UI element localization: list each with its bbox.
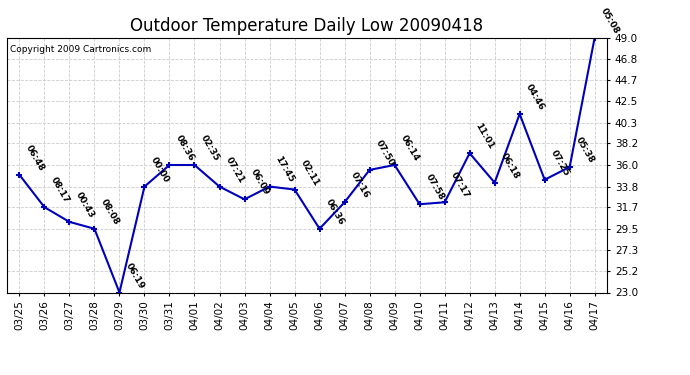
Text: 07:58: 07:58 (424, 173, 446, 202)
Text: 07:17: 07:17 (448, 171, 471, 200)
Text: 06:14: 06:14 (399, 134, 421, 163)
Title: Outdoor Temperature Daily Low 20090418: Outdoor Temperature Daily Low 20090418 (130, 16, 484, 34)
Text: 05:38: 05:38 (574, 136, 596, 165)
Text: 06:48: 06:48 (23, 143, 46, 172)
Text: 07:25: 07:25 (549, 148, 571, 177)
Text: 00:43: 00:43 (74, 190, 96, 220)
Text: 07:50: 07:50 (374, 138, 396, 168)
Text: 00:00: 00:00 (148, 156, 170, 184)
Text: 08:17: 08:17 (48, 176, 70, 205)
Text: 06:09: 06:09 (248, 168, 270, 197)
Text: 07:21: 07:21 (224, 155, 246, 184)
Text: 06:18: 06:18 (499, 151, 521, 180)
Text: 06:36: 06:36 (324, 197, 346, 226)
Text: 02:11: 02:11 (299, 158, 321, 188)
Text: 07:16: 07:16 (348, 171, 371, 200)
Text: 08:08: 08:08 (99, 198, 121, 226)
Text: 06:19: 06:19 (124, 261, 146, 290)
Text: 08:36: 08:36 (174, 134, 196, 163)
Text: 17:45: 17:45 (274, 155, 296, 184)
Text: 05:08: 05:08 (599, 6, 621, 35)
Text: Copyright 2009 Cartronics.com: Copyright 2009 Cartronics.com (10, 45, 151, 54)
Text: 04:46: 04:46 (524, 82, 546, 112)
Text: 02:35: 02:35 (199, 134, 221, 163)
Text: 11:01: 11:01 (474, 122, 496, 151)
